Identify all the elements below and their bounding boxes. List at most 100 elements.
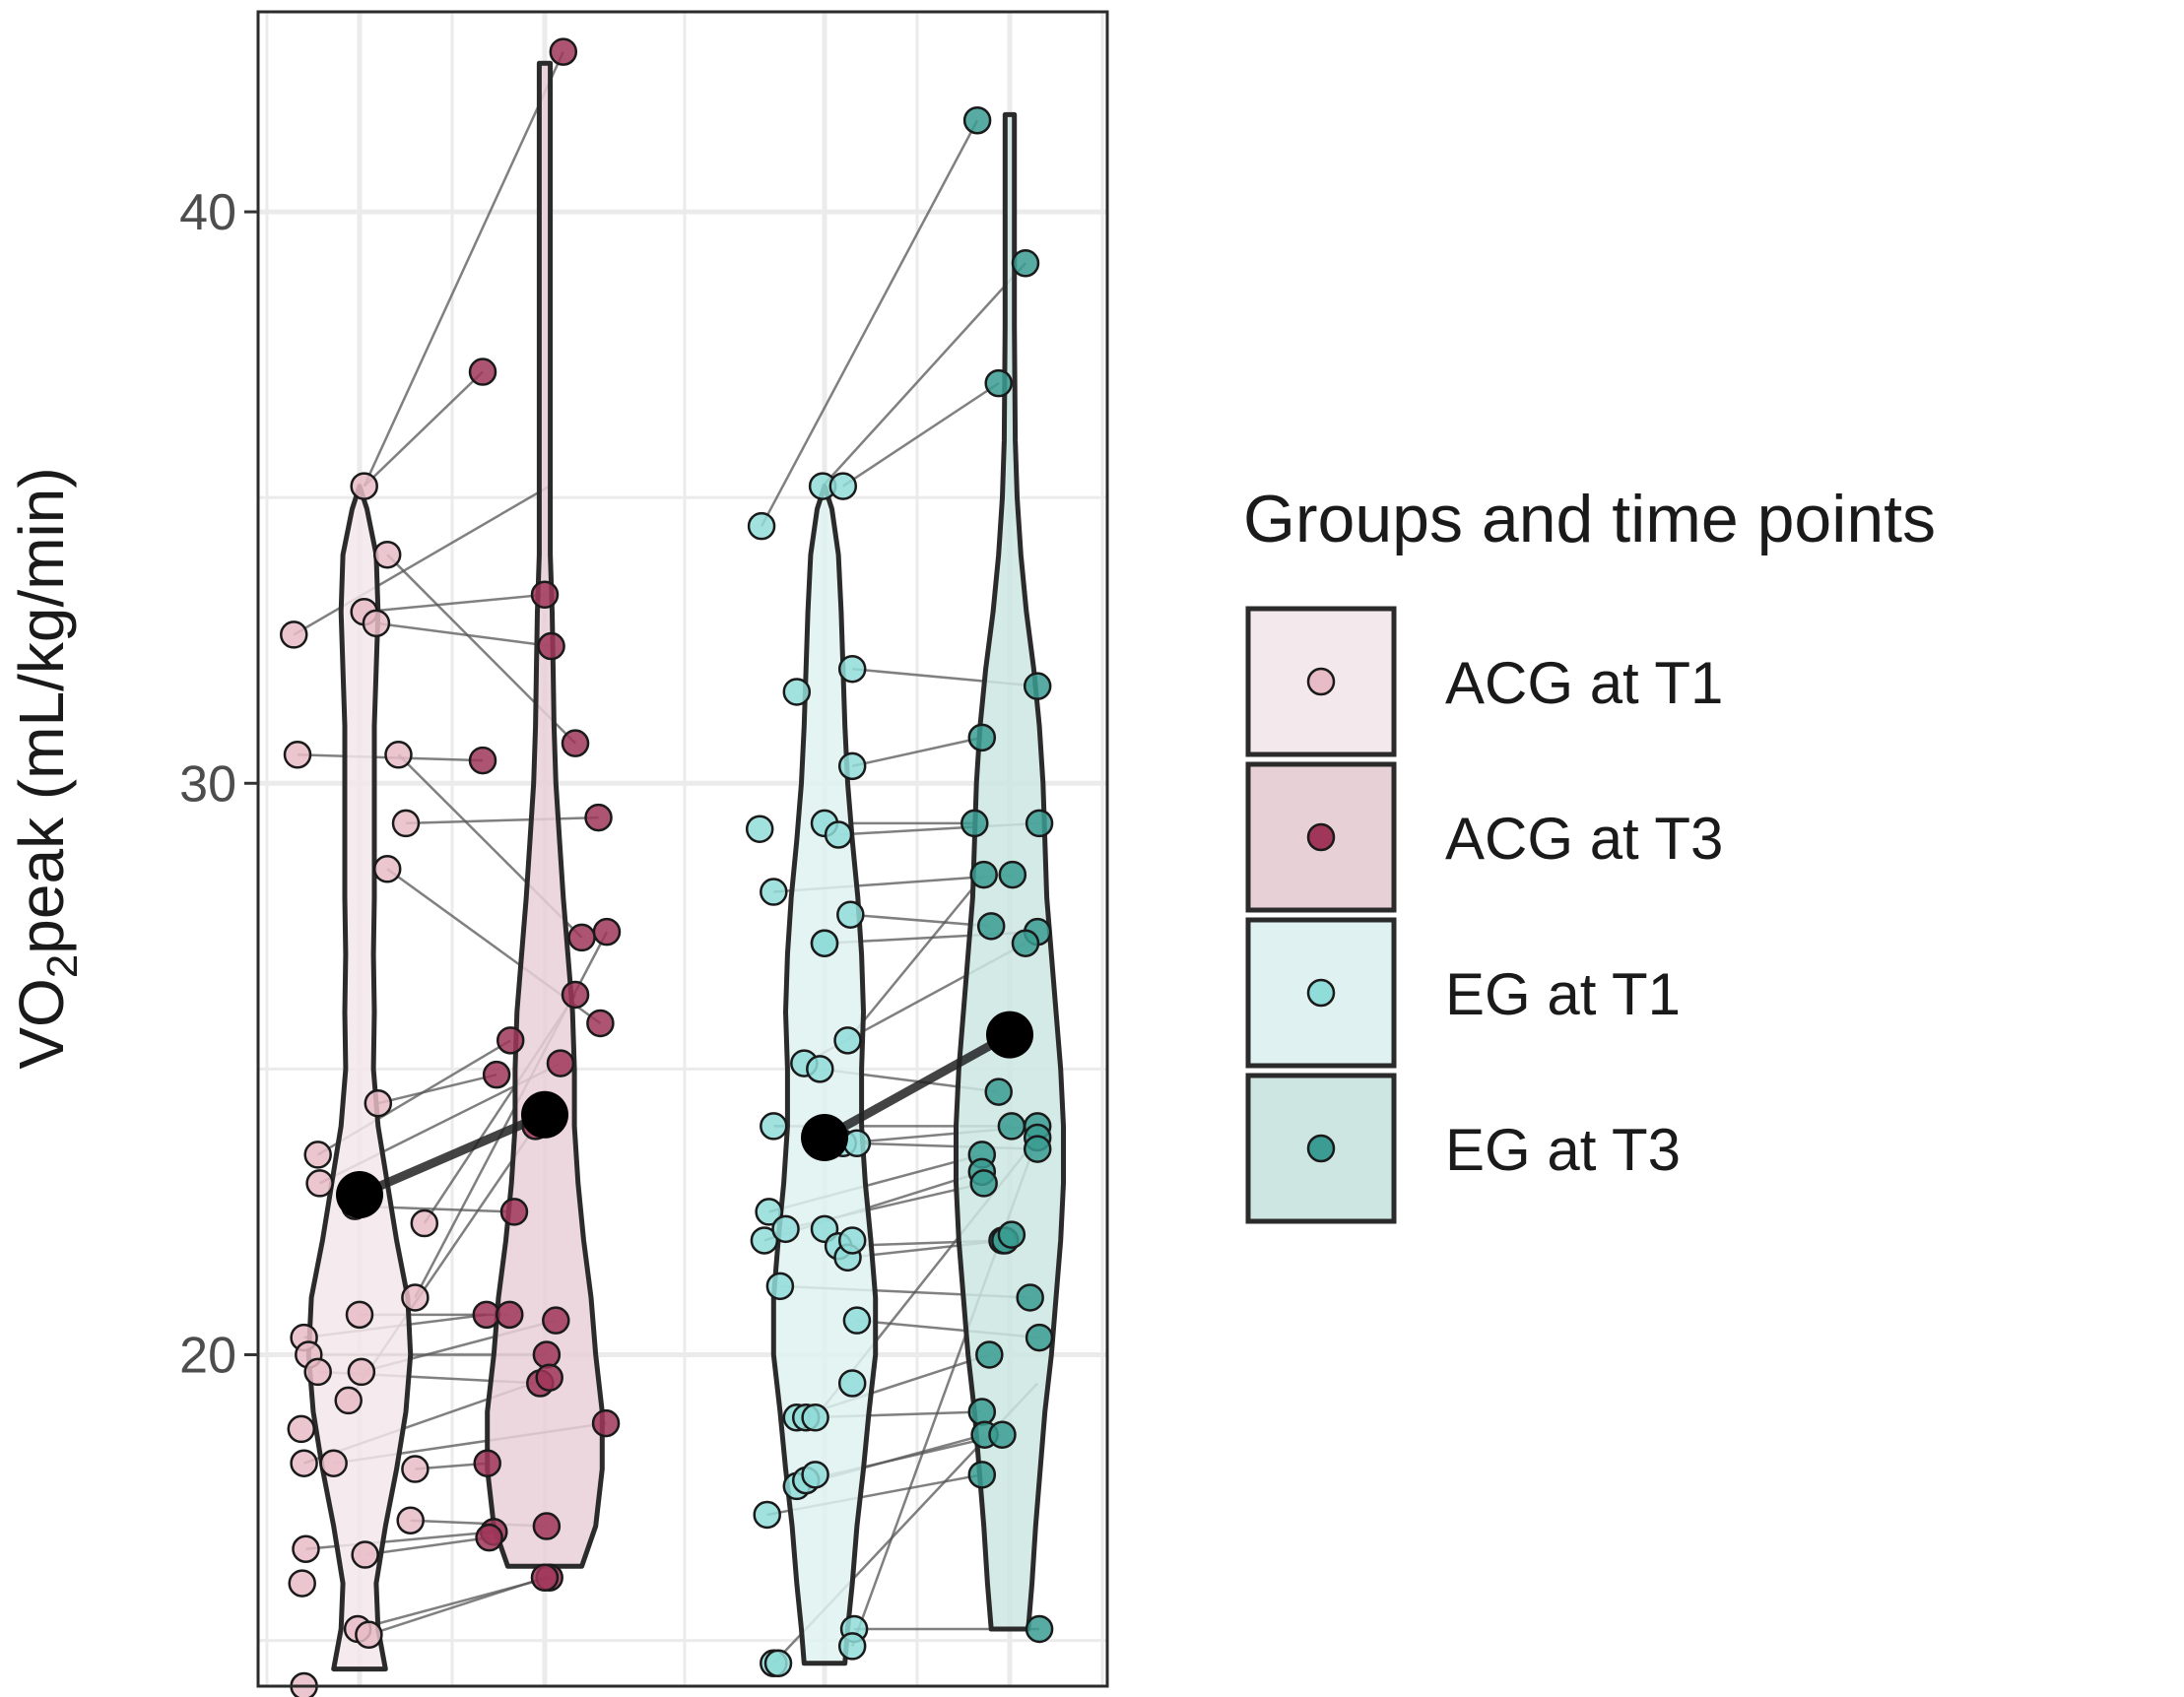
data-point bbox=[288, 1569, 316, 1598]
mean-line bbox=[358, 1110, 547, 1200]
data-point bbox=[810, 929, 839, 957]
y-axis-label-main: VO bbox=[6, 978, 77, 1069]
data-point bbox=[401, 1455, 430, 1483]
legend-label: ACG at T1 bbox=[1445, 650, 1723, 716]
data-point bbox=[824, 820, 853, 849]
data-point bbox=[984, 1077, 1013, 1106]
data-point bbox=[535, 1363, 563, 1392]
data-point bbox=[530, 580, 560, 610]
data-point bbox=[537, 631, 565, 661]
legend: Groups and time points ACG at T1 ACG at T… bbox=[1243, 482, 1936, 1224]
legend-title: Groups and time points bbox=[1243, 482, 1936, 556]
data-point bbox=[561, 980, 590, 1010]
data-point bbox=[837, 654, 867, 684]
y-tick-label: 40 bbox=[179, 184, 236, 241]
y-tick-label: 20 bbox=[179, 1327, 236, 1384]
data-point bbox=[410, 1208, 439, 1238]
data-point bbox=[1023, 1135, 1052, 1163]
data-point bbox=[837, 1369, 867, 1398]
data-point bbox=[303, 1141, 332, 1169]
data-point bbox=[745, 815, 774, 843]
pair-line bbox=[368, 1576, 546, 1636]
data-point bbox=[960, 809, 989, 838]
data-point bbox=[401, 1283, 430, 1312]
data-point bbox=[391, 809, 421, 838]
data-point bbox=[345, 1300, 374, 1330]
data-points bbox=[280, 37, 1054, 1697]
data-point bbox=[842, 1129, 872, 1158]
data-point bbox=[561, 729, 590, 757]
data-point bbox=[303, 1357, 332, 1387]
data-point bbox=[584, 803, 613, 832]
mean-point bbox=[986, 1011, 1033, 1059]
data-point bbox=[567, 923, 596, 952]
y-tick-label: 30 bbox=[179, 755, 236, 813]
pair-line bbox=[760, 119, 979, 527]
data-point bbox=[283, 741, 312, 769]
data-point bbox=[842, 1306, 872, 1335]
means bbox=[336, 1011, 1033, 1219]
data-point bbox=[806, 1055, 834, 1083]
pair-line bbox=[850, 913, 992, 928]
legend-entries: ACG at T1 ACG at T3 EG at T1 EG at T3 bbox=[1245, 606, 1723, 1224]
data-point bbox=[984, 368, 1013, 398]
data-point bbox=[496, 1026, 525, 1055]
data-point bbox=[592, 917, 622, 946]
data-point bbox=[760, 1112, 788, 1141]
data-point bbox=[473, 1449, 501, 1477]
legend-label: ACG at T3 bbox=[1445, 806, 1723, 872]
data-point bbox=[305, 1169, 334, 1198]
data-point bbox=[362, 609, 391, 638]
data-point bbox=[1016, 1283, 1044, 1312]
data-point bbox=[967, 1398, 997, 1426]
data-point bbox=[755, 1198, 783, 1226]
pair-line bbox=[293, 485, 551, 636]
data-point bbox=[997, 1112, 1026, 1141]
legend-key-point bbox=[1306, 978, 1336, 1008]
data-point bbox=[750, 1226, 779, 1255]
data-point bbox=[962, 105, 992, 135]
data-point bbox=[292, 1534, 320, 1564]
data-point bbox=[836, 900, 865, 929]
data-point bbox=[988, 1420, 1017, 1449]
mean-point bbox=[801, 1114, 848, 1162]
legend-key-point bbox=[1306, 667, 1336, 696]
data-point bbox=[801, 1461, 829, 1489]
data-point bbox=[355, 1620, 383, 1650]
y-axis-label-rest: peak (mL/kg/min) bbox=[6, 467, 77, 953]
legend-key-point bbox=[1306, 1134, 1336, 1163]
data-point bbox=[760, 878, 788, 906]
data-point bbox=[384, 741, 413, 769]
data-point bbox=[771, 1214, 800, 1244]
data-point bbox=[530, 1563, 560, 1593]
data-point bbox=[837, 1632, 867, 1661]
data-point bbox=[828, 472, 858, 500]
y-axis: 20 30 40 bbox=[179, 184, 258, 1384]
data-point bbox=[334, 1386, 363, 1415]
data-point bbox=[967, 723, 997, 752]
data-point bbox=[967, 1461, 997, 1489]
data-point bbox=[1025, 1323, 1054, 1352]
pair-line bbox=[364, 593, 546, 614]
data-point bbox=[969, 1169, 998, 1198]
data-point bbox=[546, 1049, 575, 1077]
pair-line bbox=[364, 1535, 490, 1556]
data-point bbox=[1025, 809, 1054, 838]
data-point bbox=[763, 1649, 793, 1678]
mean-point bbox=[521, 1090, 568, 1139]
data-point bbox=[468, 746, 497, 775]
data-point bbox=[532, 1512, 562, 1540]
pair-line bbox=[405, 816, 599, 825]
data-point bbox=[975, 1340, 1004, 1369]
data-point bbox=[468, 358, 497, 386]
y-axis-label: VO2peak (mL/kg/min) bbox=[6, 467, 87, 1069]
data-point bbox=[475, 1523, 503, 1552]
data-point bbox=[396, 1506, 425, 1534]
panel-border bbox=[256, 10, 1109, 1688]
pair-line bbox=[375, 621, 552, 648]
legend-key bbox=[1245, 917, 1397, 1069]
data-point bbox=[1011, 929, 1040, 957]
data-point bbox=[280, 620, 308, 649]
data-point bbox=[969, 860, 998, 889]
